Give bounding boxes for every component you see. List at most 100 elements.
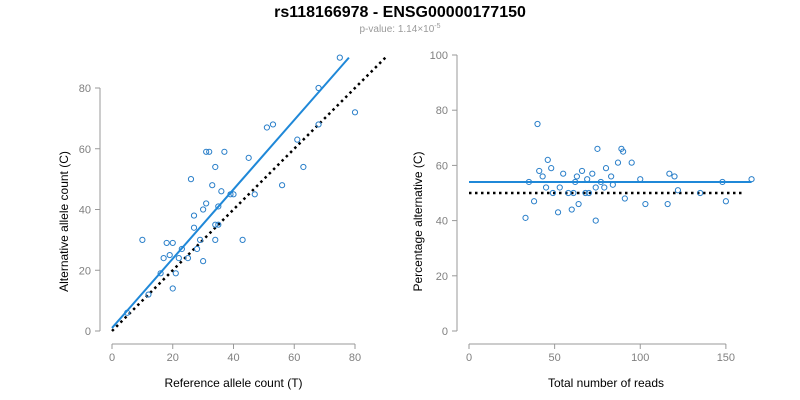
- data-point: [534, 120, 541, 128]
- data-point: [697, 189, 704, 197]
- data-point: [554, 209, 562, 216]
- data-point: [160, 255, 167, 262]
- data-point: [206, 148, 213, 155]
- data-point: [601, 184, 608, 191]
- data-point: [215, 221, 222, 228]
- p-value-subtitle: p-value: 1.14×10-5: [0, 23, 800, 35]
- y-tick-label: 0: [85, 326, 91, 338]
- data-point: [169, 285, 176, 292]
- x-tick-label: 40: [227, 352, 239, 364]
- x-tick-label: 60: [288, 352, 300, 364]
- data-point: [642, 200, 649, 208]
- data-point: [575, 200, 582, 208]
- data-point: [269, 121, 277, 128]
- y-tick-label: 40: [436, 216, 448, 228]
- data-point: [251, 191, 258, 198]
- data-point: [163, 239, 170, 247]
- data-point: [200, 206, 207, 213]
- x-tick-label: 80: [349, 352, 361, 364]
- x-tick-label: 20: [167, 352, 179, 364]
- y-axis-label: Alternative allele count (C): [57, 151, 71, 292]
- fit-line: [111, 56, 350, 329]
- data-point: [560, 170, 567, 177]
- data-point: [200, 258, 207, 265]
- data-point: [549, 189, 557, 197]
- data-point: [190, 224, 198, 231]
- data-point: [178, 245, 185, 253]
- p-value-base: 10: [423, 24, 435, 35]
- data-point: [169, 239, 176, 247]
- data-point: [245, 154, 252, 161]
- data-point: [542, 184, 550, 191]
- data-point: [300, 163, 307, 171]
- y-tick-label: 20: [79, 265, 91, 277]
- data-point: [294, 136, 301, 143]
- data-point: [203, 200, 210, 207]
- data-point: [539, 173, 546, 180]
- percentage-alternative-scatter-panel: 0 50 100 150 0 20 40 60 80 100 Total number of rea…: [411, 50, 755, 390]
- data-point: [193, 245, 201, 253]
- data-point: [674, 187, 682, 194]
- data-point: [209, 182, 216, 189]
- y-tick-label: 60: [79, 144, 91, 156]
- data-point: [196, 236, 204, 243]
- data-point: [589, 170, 596, 177]
- data-point: [585, 189, 592, 197]
- data-point: [239, 236, 246, 243]
- data-point: [187, 176, 195, 183]
- data-point: [548, 165, 555, 172]
- data-point: [218, 188, 225, 195]
- y-tick-label: 100: [430, 50, 448, 62]
- data-point: [722, 198, 729, 205]
- data-point: [664, 200, 671, 208]
- x-tick-label: 150: [717, 352, 735, 364]
- data-point: [184, 255, 192, 262]
- y-tick-label: 80: [79, 83, 91, 95]
- data-point: [215, 203, 222, 210]
- data-point: [578, 167, 586, 175]
- x-tick-label: 100: [631, 352, 649, 364]
- data-point: [212, 163, 219, 171]
- x-tick-label: 0: [109, 352, 115, 364]
- y-tick-label: 60: [436, 160, 448, 172]
- data-point: [212, 236, 219, 243]
- data-point: [212, 221, 219, 228]
- data-point: [544, 156, 551, 163]
- data-point: [221, 148, 228, 155]
- data-point: [279, 182, 286, 189]
- y-tick-label: 0: [442, 326, 448, 338]
- data-point: [573, 173, 580, 180]
- data-point: [608, 173, 615, 180]
- p-value-mantissa: 1.14: [397, 24, 418, 35]
- data-point: [315, 121, 322, 128]
- x-axis-label: Total number of reads: [548, 376, 664, 390]
- data-point: [230, 191, 237, 198]
- data-point: [568, 206, 575, 213]
- data-point: [556, 184, 563, 191]
- allele-count-scatter-panel: 0 20 40 60 80 0 20 40 60 80 Reference allele count…: [57, 54, 387, 390]
- data-point: [592, 184, 599, 191]
- data-point: [145, 291, 152, 298]
- p-value-prefix: p-value:: [359, 24, 398, 35]
- data-point: [190, 212, 198, 219]
- data-point: [336, 54, 343, 61]
- data-point: [172, 270, 179, 277]
- data-point: [351, 109, 359, 116]
- data-point: [592, 217, 599, 224]
- y-tick-label: 80: [436, 105, 448, 117]
- data-point: [671, 173, 678, 180]
- y-tick-label: 40: [79, 205, 91, 217]
- x-tick-label: 50: [549, 352, 561, 364]
- y-axis-label: Percentage alternative (C): [411, 151, 425, 291]
- data-point: [263, 124, 271, 131]
- data-point: [570, 189, 577, 197]
- reference-dotted-line: [111, 56, 387, 332]
- data-point: [602, 165, 610, 172]
- data-point: [203, 148, 210, 155]
- x-tick-label: 0: [466, 352, 472, 364]
- x-axis-label: Reference allele count (T): [164, 376, 302, 390]
- p-value-times: ×: [417, 24, 424, 35]
- data-point: [594, 145, 601, 152]
